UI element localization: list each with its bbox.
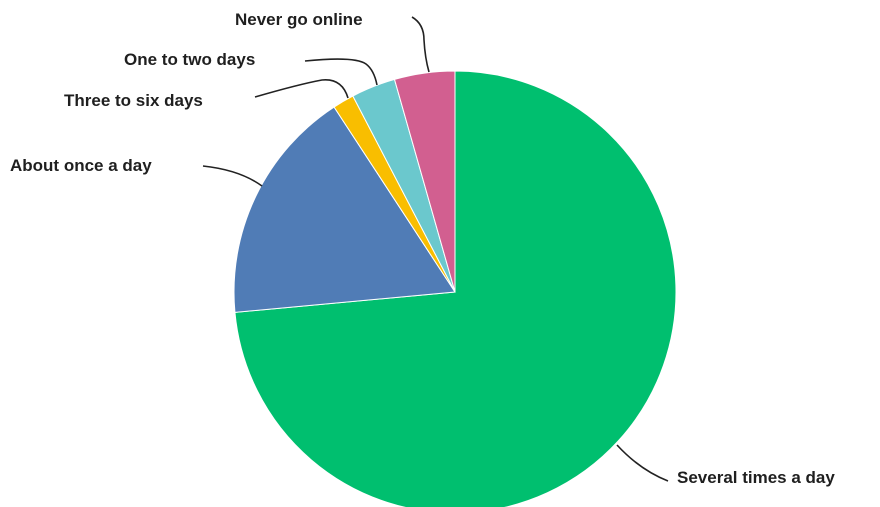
leader-lines-layer <box>202 16 669 482</box>
slice-label-one-to-two-days: One to two days <box>124 50 255 69</box>
leader-line-one-to-two-days <box>304 58 378 86</box>
slice-label-three-to-six-days: Three to six days <box>64 91 203 110</box>
leader-line-several-times-a-day <box>616 444 669 482</box>
pie-slice-never-go-online <box>393 70 456 293</box>
slices-layer <box>233 70 677 507</box>
leader-line-never-go-online <box>411 16 430 73</box>
leader-line-about-once-a-day <box>202 165 263 187</box>
pie-slice-about-once-a-day <box>233 106 456 313</box>
leader-line-three-to-six-days <box>254 79 349 99</box>
slice-label-never-go-online: Never go online <box>235 10 363 29</box>
slice-label-several-times-a-day: Several times a day <box>677 468 835 487</box>
labels-layer: Several times a day About once a day Three… <box>10 10 835 487</box>
slice-label-about-once-a-day: About once a day <box>10 156 152 175</box>
